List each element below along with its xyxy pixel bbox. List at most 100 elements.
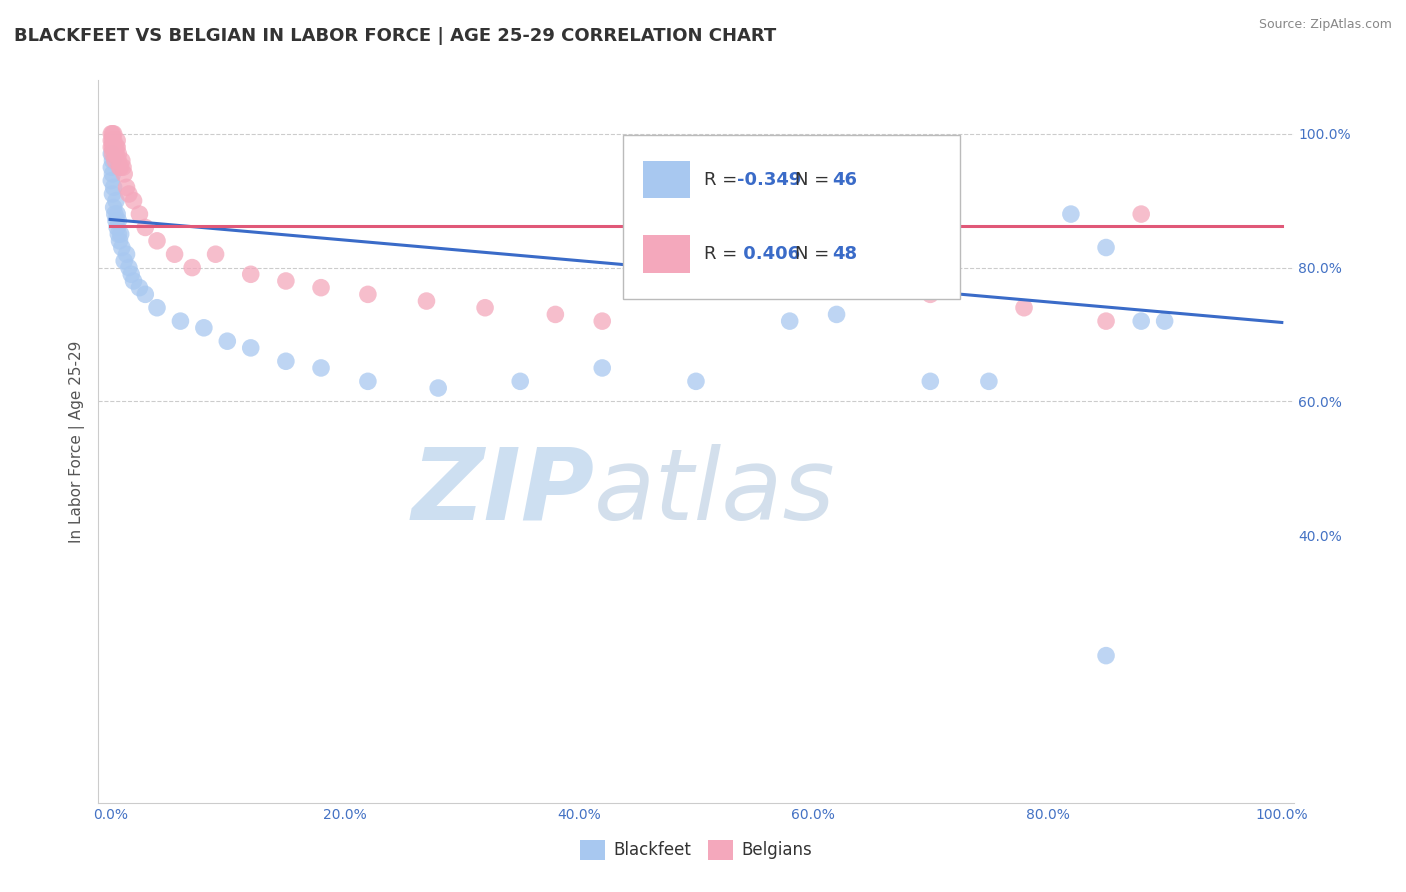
Point	[357, 375, 380, 389]
Point	[920, 287, 942, 301]
Point	[427, 381, 450, 395]
Point	[107, 214, 129, 228]
Point	[104, 153, 127, 168]
Point	[105, 220, 128, 235]
Point	[685, 247, 707, 261]
Point	[104, 147, 127, 161]
Point	[146, 234, 169, 248]
Point	[274, 274, 297, 288]
Point	[105, 140, 128, 154]
Point	[118, 260, 141, 275]
Point	[105, 214, 128, 228]
Point	[977, 375, 1000, 389]
Legend: Blackfeet, Belgians: Blackfeet, Belgians	[574, 833, 818, 867]
Point	[105, 207, 128, 221]
Point	[181, 260, 204, 275]
Point	[100, 173, 122, 188]
Text: Source: ZipAtlas.com: Source: ZipAtlas.com	[1258, 18, 1392, 31]
Point	[1095, 314, 1118, 328]
Point	[1095, 241, 1118, 255]
Point	[1012, 301, 1035, 315]
Point	[105, 140, 128, 154]
Y-axis label: In Labor Force | Age 25-29: In Labor Force | Age 25-29	[69, 341, 84, 542]
Point	[103, 127, 125, 141]
Point	[309, 361, 332, 376]
Point	[685, 247, 707, 261]
Point	[544, 307, 567, 322]
Point	[103, 201, 125, 215]
Point	[115, 247, 138, 261]
Point	[108, 161, 131, 175]
Point	[101, 147, 124, 161]
Text: BLACKFEET VS BELGIAN IN LABOR FORCE | AGE 25-29 CORRELATION CHART: BLACKFEET VS BELGIAN IN LABOR FORCE | AG…	[14, 27, 776, 45]
Point	[591, 314, 613, 328]
Point	[309, 281, 332, 295]
Point	[274, 354, 297, 368]
Point	[217, 334, 239, 349]
Bar	[643, 161, 690, 198]
Point	[685, 375, 707, 389]
Point	[100, 147, 122, 161]
Point	[105, 147, 128, 161]
Point	[115, 180, 138, 194]
Text: 46: 46	[832, 171, 856, 189]
Point	[134, 287, 156, 301]
Text: R =: R =	[703, 171, 742, 189]
Point	[1153, 314, 1175, 328]
Text: 48: 48	[832, 245, 858, 263]
Point	[118, 187, 141, 202]
Text: R =: R =	[703, 245, 742, 263]
Point	[163, 247, 186, 261]
Point	[920, 375, 942, 389]
Text: N =: N =	[794, 171, 835, 189]
Point	[169, 314, 191, 328]
Point	[101, 167, 124, 181]
Point	[100, 161, 122, 175]
Bar	[643, 235, 690, 273]
FancyBboxPatch shape	[623, 135, 960, 300]
Point	[112, 167, 135, 181]
Point	[112, 161, 135, 175]
Point	[107, 227, 129, 242]
Point	[112, 254, 135, 268]
Point	[239, 341, 262, 355]
Point	[111, 241, 134, 255]
Point	[128, 281, 150, 295]
Point	[107, 153, 129, 168]
Point	[105, 194, 128, 208]
Text: 0.406: 0.406	[737, 245, 800, 263]
Point	[474, 301, 496, 315]
Point	[103, 180, 125, 194]
Point	[1130, 314, 1153, 328]
Point	[239, 268, 262, 282]
Point	[101, 187, 124, 202]
Text: ZIP: ZIP	[412, 443, 595, 541]
Point	[100, 127, 122, 141]
Point	[825, 307, 848, 322]
Point	[103, 140, 125, 154]
Point	[108, 234, 131, 248]
Text: -0.349: -0.349	[737, 171, 801, 189]
Point	[357, 287, 380, 301]
Point	[101, 134, 124, 148]
Point	[509, 375, 531, 389]
Point	[128, 207, 150, 221]
Point	[101, 140, 124, 154]
Point	[122, 194, 145, 208]
Point	[415, 294, 437, 309]
Point	[101, 127, 124, 141]
Point	[204, 247, 226, 261]
Point	[101, 153, 124, 168]
Point	[110, 161, 132, 175]
Point	[111, 153, 134, 168]
Point	[591, 361, 613, 376]
Point	[1060, 207, 1083, 221]
Point	[104, 207, 127, 221]
Point	[103, 134, 125, 148]
Point	[825, 274, 848, 288]
Point	[1130, 207, 1153, 221]
Point	[1095, 648, 1118, 663]
Point	[105, 134, 128, 148]
Point	[134, 220, 156, 235]
Text: N =: N =	[794, 245, 835, 263]
